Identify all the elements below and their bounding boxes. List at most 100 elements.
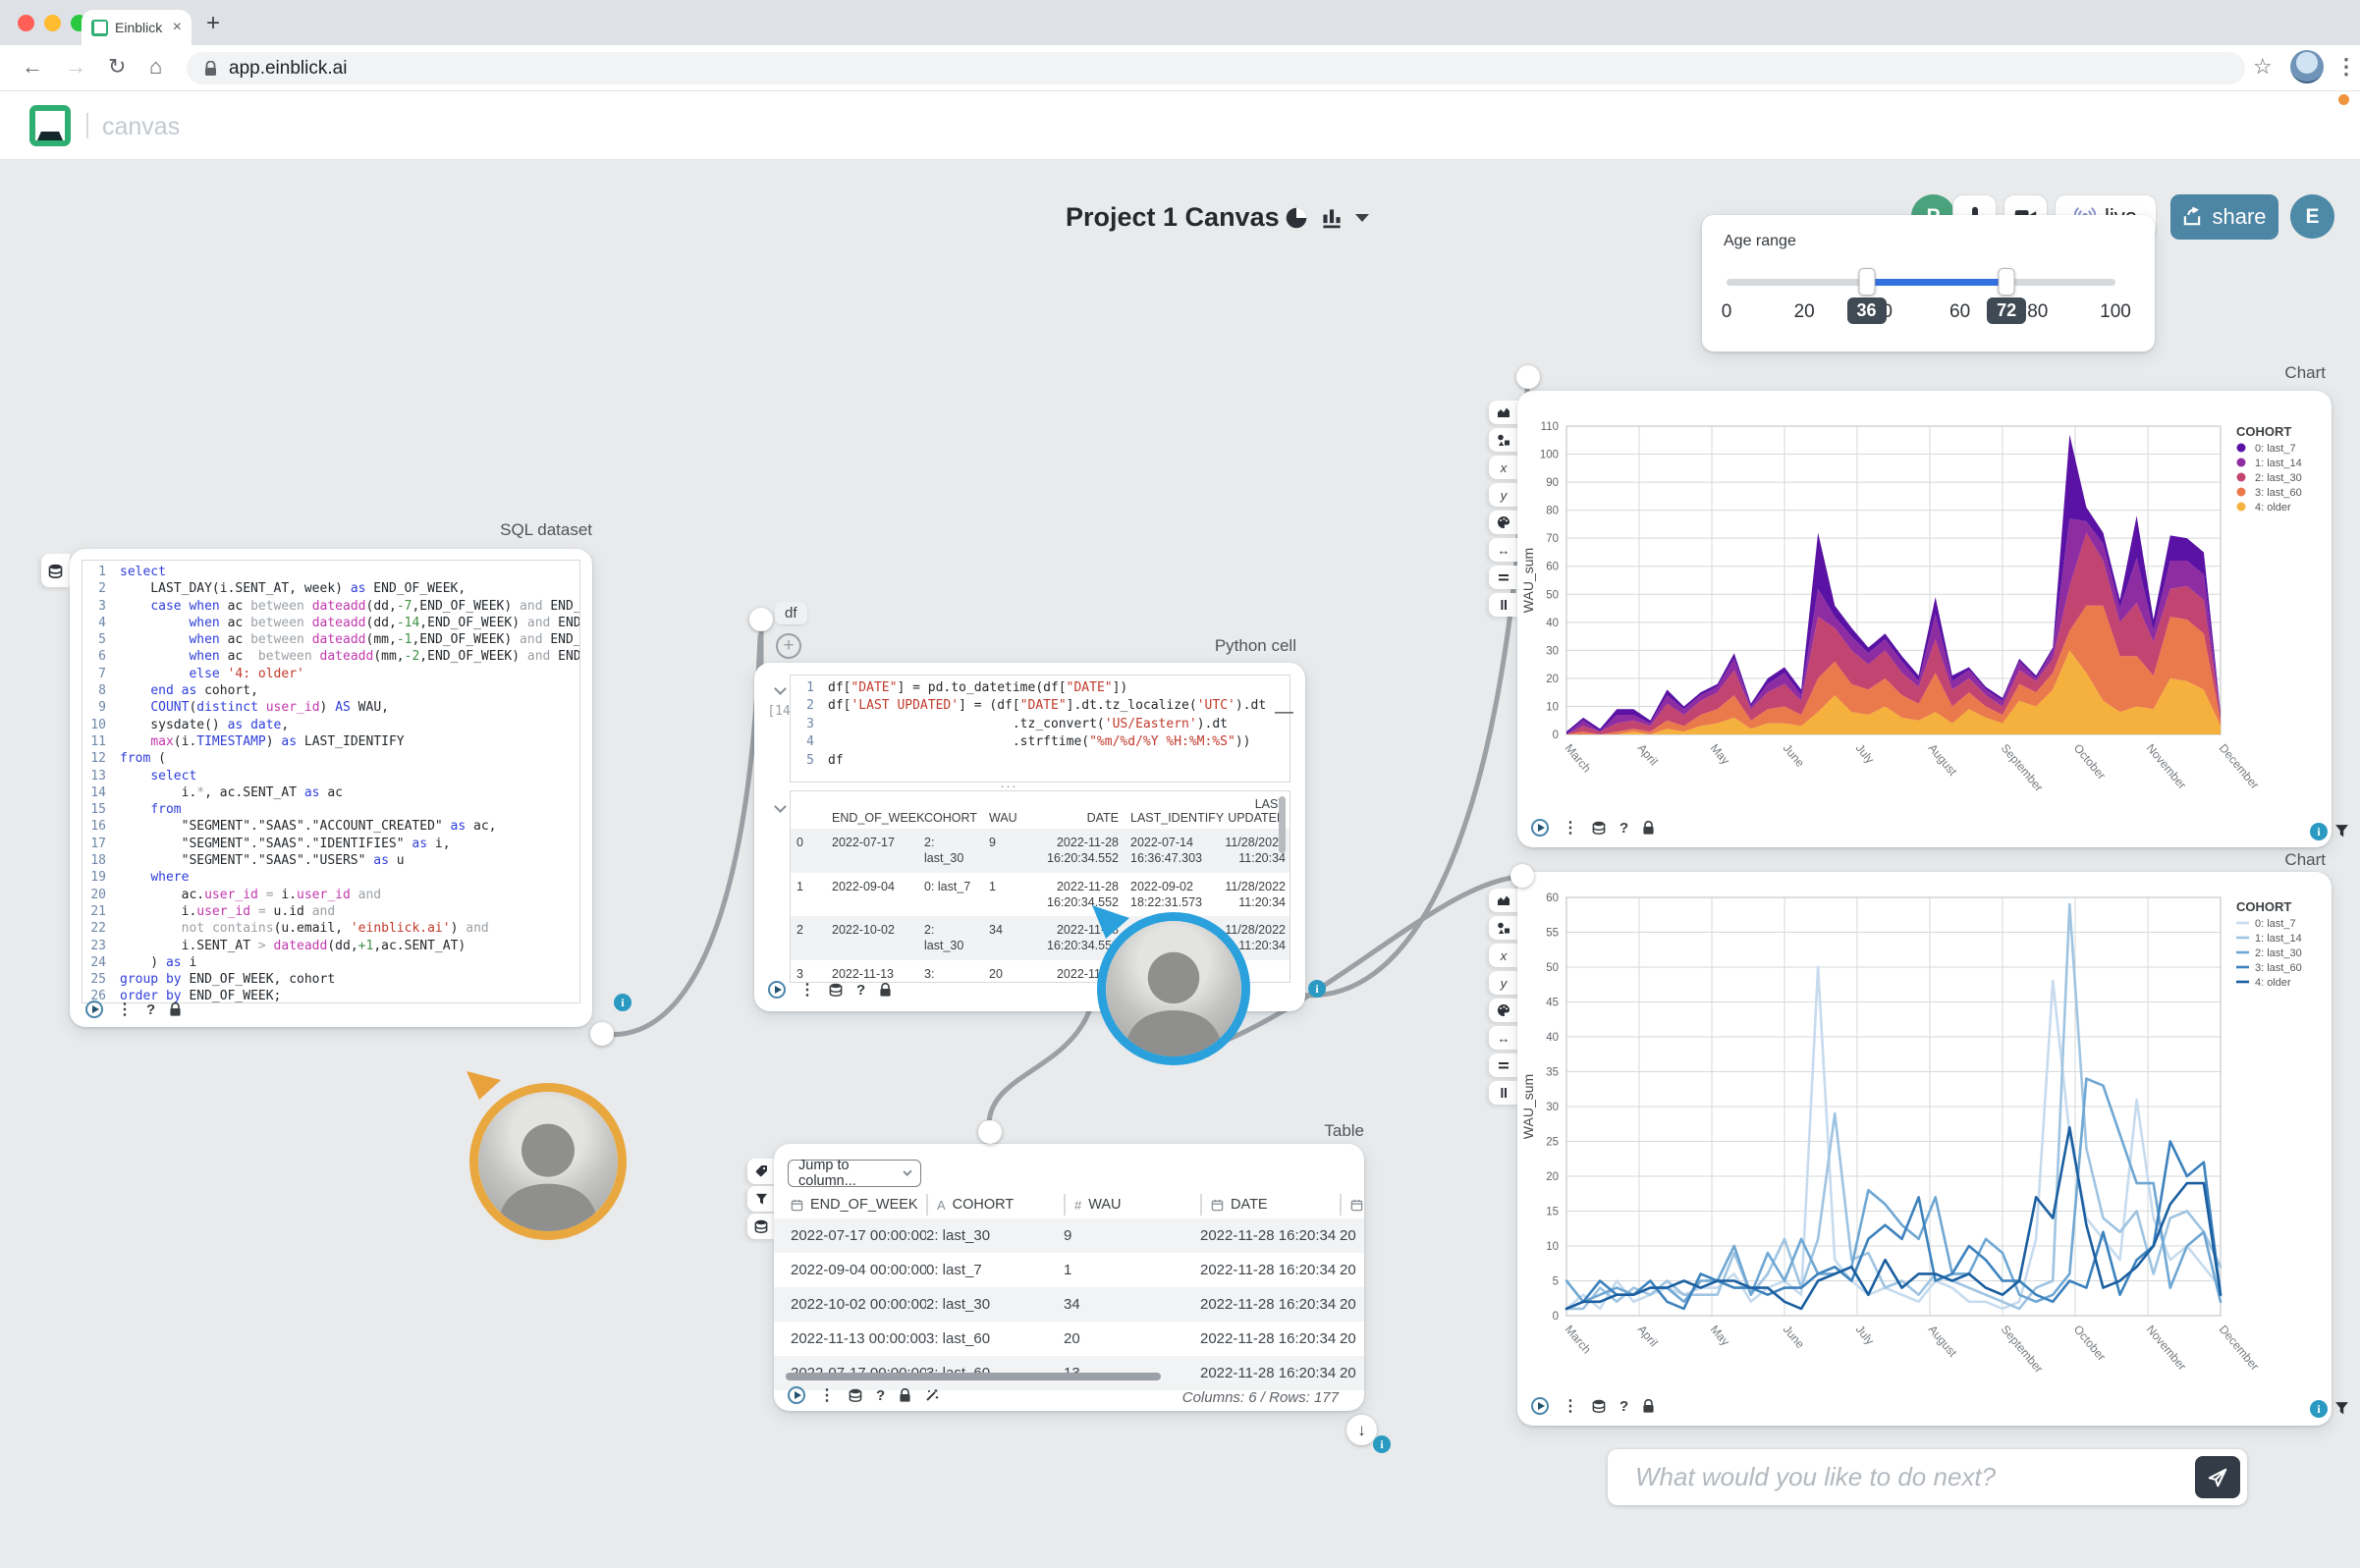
back-icon[interactable]: ←	[22, 54, 43, 79]
traffic-light-close[interactable]	[18, 15, 34, 31]
run-button[interactable]	[85, 1000, 103, 1018]
lock-icon[interactable]	[1642, 1398, 1655, 1414]
einblick-logo[interactable]	[29, 105, 71, 146]
stacked-area-chart[interactable]: 0 10 20 30 40 50 60 70 80 90 100 110 March April May Ju…	[1517, 391, 2332, 847]
chart-rail-bars[interactable]	[1489, 1081, 1518, 1105]
python-info-icon[interactable]: i	[1308, 980, 1326, 998]
table-column-header[interactable]: # WAU	[1064, 1194, 1200, 1216]
sql-dataset-cell[interactable]: 1 select 2 LAST_DAY(i.SENT_AT, week) as EN…	[70, 549, 592, 1027]
help-icon[interactable]: ?	[1619, 1397, 1629, 1415]
chart2-info-icon[interactable]: i	[2310, 1400, 2328, 1418]
table-column-header[interactable]: END_OF_WEEK	[791, 1194, 926, 1216]
collapse-minus-icon[interactable]: —	[1275, 702, 1293, 723]
chart-rail-shapes[interactable]	[1489, 916, 1518, 940]
chart1-input-port[interactable]	[1516, 365, 1540, 389]
sql-output-port[interactable]	[590, 1022, 614, 1046]
webcam-avatar-2[interactable]	[1097, 912, 1250, 1065]
assistant-prompt-bar[interactable]	[1608, 1449, 2247, 1505]
chart-rail-y[interactable]: y	[1489, 483, 1518, 507]
chart1-filter-icon[interactable]	[2334, 824, 2349, 838]
add-cell-plus-icon[interactable]: +	[776, 633, 801, 659]
chart-rail-shapes[interactable]	[1489, 428, 1518, 452]
table-layers-tab[interactable]	[747, 1214, 775, 1239]
send-button[interactable]	[2195, 1456, 2240, 1498]
resize-dots[interactable]: ···	[1000, 778, 1017, 794]
cell-menu-icon[interactable]: ⋮	[1563, 820, 1578, 837]
database-icon[interactable]	[1592, 1399, 1606, 1413]
chart-rail-width[interactable]: ↔	[1489, 538, 1518, 562]
chart2-input-port[interactable]	[1510, 864, 1534, 888]
python-df-input-port[interactable]	[749, 608, 773, 631]
table-info-icon[interactable]: i	[1373, 1435, 1391, 1453]
line-chart[interactable]: 0 5 10 15 20 25 30 35 40 45 50 55 60 March April May Jun…	[1517, 872, 2332, 1426]
chart-rail-palette[interactable]	[1489, 999, 1518, 1022]
table-node[interactable]: Jump to column... END_OF_WEEK A COHORT # WAU…	[774, 1144, 1364, 1411]
sql-code-editor[interactable]: 1 select 2 LAST_DAY(i.SENT_AT, week) as EN…	[82, 560, 580, 1003]
bookmark-star-icon[interactable]: ☆	[2253, 54, 2273, 79]
url-bar[interactable]: app.einblick.ai	[187, 52, 2245, 84]
table-download-button[interactable]: ↓	[1346, 1415, 1377, 1445]
run-button[interactable]	[1531, 819, 1549, 837]
database-icon[interactable]	[829, 983, 843, 997]
slider-handle-high[interactable]	[1998, 268, 2015, 296]
forward-icon[interactable]: →	[65, 54, 86, 79]
lock-icon[interactable]	[169, 1001, 182, 1017]
chart-node-line[interactable]: 0 5 10 15 20 25 30 35 40 45 50 55 60 March April May Jun…	[1517, 872, 2332, 1426]
browser-profile-avatar[interactable]	[2290, 50, 2324, 83]
browser-menu-icon[interactable]: ⋮	[2335, 54, 2357, 79]
run-button[interactable]	[788, 1386, 805, 1404]
table-filter-tab[interactable]	[747, 1186, 775, 1212]
pie-chart-icon[interactable]	[1285, 206, 1308, 230]
age-range-panel[interactable]: Age range 020406080100 36 72	[1702, 215, 2155, 351]
collapse-output-chevron[interactable]	[774, 800, 787, 813]
share-button[interactable]: share	[2170, 194, 2278, 240]
chart2-filter-icon[interactable]	[2334, 1401, 2349, 1416]
chart-rail-x[interactable]: x	[1489, 456, 1518, 479]
table-column-header[interactable]: DATE	[1200, 1194, 1340, 1216]
cell-menu-icon[interactable]: ⋮	[117, 1001, 133, 1018]
chart-rail-bars[interactable]	[1489, 593, 1518, 617]
help-icon[interactable]: ?	[856, 981, 866, 999]
output-scrollbar[interactable]	[1279, 796, 1286, 853]
chart-rail-lines[interactable]	[1489, 1054, 1518, 1077]
chart1-info-icon[interactable]: i	[2310, 823, 2328, 840]
df-variable-badge[interactable]: df	[775, 602, 807, 624]
database-icon[interactable]	[849, 1388, 862, 1402]
table-row[interactable]: 2022-07-17 00:00:00 2: last_30 9 2022-11-28…	[774, 1218, 1364, 1253]
chart-rail-x[interactable]: x	[1489, 944, 1518, 967]
table-input-port[interactable]	[978, 1120, 1002, 1144]
chart-rail-lines[interactable]	[1489, 566, 1518, 589]
jump-to-column-select[interactable]: Jump to column...	[788, 1158, 921, 1189]
database-icon[interactable]	[1592, 821, 1606, 835]
table-h-scrollbar[interactable]	[786, 1373, 1161, 1380]
chevron-down-icon[interactable]	[1355, 214, 1369, 222]
chart-rail-palette[interactable]	[1489, 511, 1518, 534]
traffic-light-minimize[interactable]	[44, 15, 61, 31]
collapse-code-chevron[interactable]	[774, 682, 787, 695]
table-tag-tab[interactable]	[747, 1159, 775, 1184]
bar-chart-icon[interactable]	[1320, 206, 1344, 230]
table-header-row[interactable]: END_OF_WEEK A COHORT # WAU DATE	[774, 1191, 1364, 1218]
slider-track[interactable]	[1727, 268, 2115, 296]
chart-rail-chart-type[interactable]	[1489, 889, 1518, 912]
tab-close-icon[interactable]: ×	[172, 19, 182, 35]
cell-menu-icon[interactable]: ⋮	[1563, 1398, 1578, 1415]
home-icon[interactable]: ⌂	[149, 54, 163, 79]
chart-rail-y[interactable]: y	[1489, 971, 1518, 995]
cell-menu-icon[interactable]: ⋮	[819, 1387, 835, 1404]
magic-wand-icon[interactable]	[925, 1388, 939, 1402]
reload-icon[interactable]: ↻	[108, 54, 127, 79]
sql-source-tab[interactable]	[41, 554, 70, 587]
help-icon[interactable]: ?	[1619, 819, 1629, 837]
webcam-avatar-1[interactable]	[469, 1083, 627, 1240]
lock-icon[interactable]	[899, 1387, 911, 1403]
page-title[interactable]: Project 1 Canvas	[1066, 202, 1280, 232]
table-row[interactable]: 2022-11-13 00:00:00 3: last_60 20 2022-11-2…	[774, 1322, 1364, 1356]
user-avatar-e[interactable]: E	[2290, 194, 2334, 239]
table-column-header[interactable]	[1340, 1194, 1370, 1216]
run-button[interactable]	[768, 981, 786, 999]
help-icon[interactable]: ?	[876, 1386, 886, 1404]
table-rows[interactable]: 2022-07-17 00:00:00 2: last_30 9 2022-11-28…	[774, 1218, 1364, 1390]
lock-icon[interactable]	[879, 982, 892, 998]
chart-node-stacked-area[interactable]: 0 10 20 30 40 50 60 70 80 90 100 110 March April May Ju…	[1517, 391, 2332, 847]
